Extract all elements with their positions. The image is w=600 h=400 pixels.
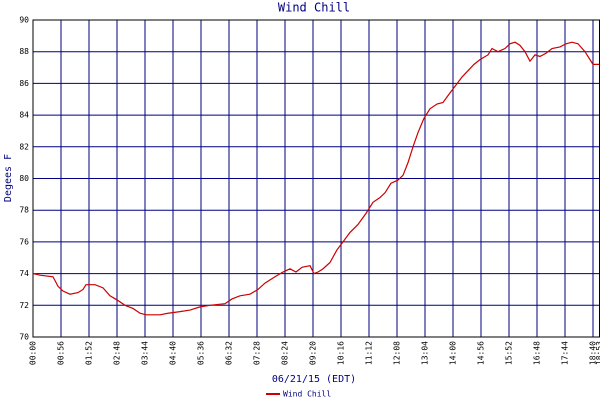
chart-title: Wind Chill <box>278 1 350 15</box>
x-tick-label: 15:52 <box>505 341 514 365</box>
y-axis-label: Degees F <box>3 154 14 202</box>
x-tick-label: 12:08 <box>393 341 402 365</box>
y-tick-label: 80 <box>19 174 29 183</box>
legend: Wind Chill <box>266 390 331 399</box>
y-tick-label: 82 <box>19 142 29 151</box>
line <box>32 41 599 316</box>
x-tick-label: 00:56 <box>57 341 66 365</box>
x-tick-label: 00:00 <box>29 341 38 365</box>
plot <box>32 41 599 316</box>
x-tick-label: 08:24 <box>281 341 290 365</box>
x-tick-label: 03:44 <box>141 341 150 365</box>
y-tick-label: 90 <box>19 16 29 25</box>
y-tick-label: 84 <box>19 111 29 120</box>
x-tick-label: 07:28 <box>253 341 262 365</box>
x-tick-label: 02:48 <box>113 341 122 365</box>
x-tick-label: 11:12 <box>365 341 374 365</box>
x-tick-label: 14:00 <box>449 341 458 365</box>
y-tick-label: 78 <box>19 206 29 215</box>
x-tick-label: 01:52 <box>85 341 94 365</box>
legend-label: Wind Chill <box>283 390 331 399</box>
y-tick-label: 86 <box>19 79 29 88</box>
x-tick-label: 05:36 <box>197 341 206 365</box>
x-axis-label: 06/21/15 (EDT) <box>272 374 356 385</box>
ticks: 70 72 74 76 78 80 82 84 86 88 90 00:00 00:56 01:52 02:… <box>19 16 600 366</box>
y-tick-label: 74 <box>19 269 29 278</box>
y-tick-label: 70 <box>19 333 29 342</box>
x-tick-label: 17:44 <box>561 341 570 365</box>
x-tick-label: 10:16 <box>337 341 346 365</box>
x-tick-label: 06:32 <box>225 341 234 365</box>
x-tick-label: 18:53 <box>595 341 600 365</box>
x-tick-label: 16:48 <box>533 341 542 365</box>
y-tick-label: 72 <box>19 301 29 310</box>
x-tick-label: 13:04 <box>421 341 430 365</box>
x-tick-label: 14:56 <box>477 341 486 365</box>
x-tick-label: 04:40 <box>169 341 178 365</box>
y-tick-label: 88 <box>19 47 29 56</box>
x-tick-label: 18:40 <box>589 341 598 365</box>
x-tick-label: 09:20 <box>309 341 318 365</box>
y-tick-label: 76 <box>19 237 29 246</box>
